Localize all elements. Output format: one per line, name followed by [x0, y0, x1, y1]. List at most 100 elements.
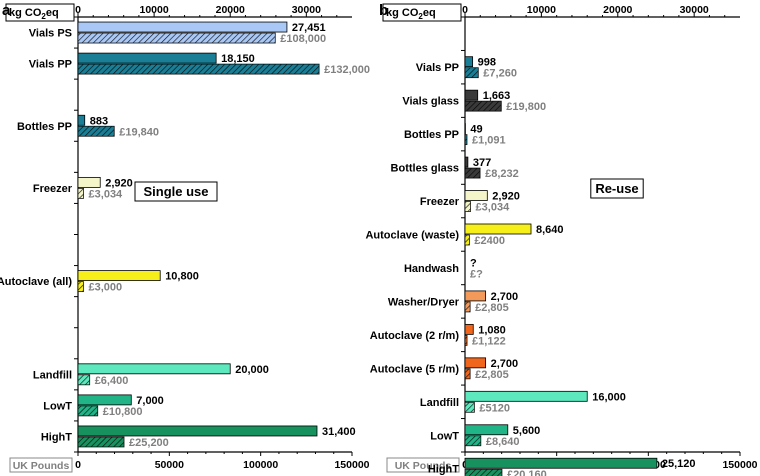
cost-bar-hatch-vials-glass — [464, 100, 502, 112]
category-label-vials-ps: Vials PS — [29, 28, 72, 40]
co2-value-label-freezer: 2,920 — [492, 191, 520, 203]
co2-value-label-vials-pp: 998 — [478, 57, 496, 69]
cost-value-label-bottles-pp: £19,840 — [119, 126, 159, 138]
panel-letter: b — [379, 2, 388, 19]
cost-value-label-autoclave-all: £3,000 — [88, 282, 122, 294]
cost-value-label-freezer: £3,034 — [476, 202, 511, 214]
cost-value-label-vials-pp: £7,260 — [483, 68, 517, 80]
cost-value-label-handwash: £? — [470, 268, 483, 280]
top-axis-tick-label: 30000 — [292, 4, 321, 16]
cost-bar-hatch-landfill — [464, 401, 475, 413]
category-label-vials-pp: Vials PP — [416, 62, 459, 74]
cost-bar-hatch-bottles-pp — [77, 125, 115, 137]
co2-value-label-bottles-glass: 377 — [473, 157, 491, 169]
cost-value-label-vials-pp: £132,000 — [324, 64, 370, 76]
co2-bar-bottles-pp — [77, 114, 86, 126]
category-label-lowt: LowT — [43, 400, 72, 412]
co2-bar-landfill — [77, 363, 231, 375]
co2-bar-bottles-glass — [464, 156, 469, 168]
cost-bar-hatch-landfill — [77, 374, 91, 386]
cost-bar-hatch-autoclave-waste — [464, 234, 470, 246]
cost-value-label-autoclave-2-r-m: £1,122 — [472, 335, 506, 347]
co2-value-label-autoclave-all: 10,800 — [165, 271, 199, 283]
co2-bar-vials-pp — [77, 52, 217, 64]
cost-value-label-lowt: £8,640 — [486, 436, 520, 448]
cost-value-label-washer-dryer: £2,805 — [475, 302, 509, 314]
panel-annotation-box — [590, 178, 644, 199]
category-label-vials-pp: Vials PP — [29, 59, 72, 71]
cost-value-label-autoclave-5-r-m: £2,805 — [475, 369, 509, 381]
co2-bar-landfill — [464, 390, 588, 402]
co2-bar-washer-dryer — [464, 290, 487, 302]
co2-value-label-autoclave-waste: 8,640 — [536, 224, 564, 236]
top-axis-label: kg CO2eq — [386, 7, 436, 21]
cost-bar-hatch-vials-ps — [77, 32, 276, 44]
co2-bar-autoclave-waste — [464, 223, 532, 235]
top-axis-tick-label: 0 — [75, 4, 81, 16]
cost-bar-hatch-washer-dryer — [464, 301, 471, 313]
cost-bar-hatch-hight — [464, 468, 503, 476]
category-label-vials-glass: Vials glass — [402, 96, 459, 108]
category-label-freezer: Freezer — [420, 196, 460, 208]
cost-bar-hatch-autoclave-5-r-m — [464, 368, 471, 380]
category-label-lowt: LowT — [430, 430, 459, 442]
panel-annotation: Single use — [143, 184, 208, 199]
co2-value-label-bottles-pp: 49 — [470, 124, 482, 136]
bottom-axis-tick-label: 50000 — [155, 459, 184, 471]
cost-bar-hatch-autoclave-2-r-m — [464, 334, 468, 346]
cost-value-label-vials-ps: £108,000 — [280, 33, 326, 45]
co2-bar-vials-glass — [464, 89, 479, 101]
category-label-bottles-glass: Bottles glass — [391, 163, 459, 175]
cost-value-label-vials-glass: £19,800 — [506, 101, 546, 113]
category-label-washer-dryer: Washer/Dryer — [388, 296, 460, 308]
bottom-axis-tick-label: 0 — [75, 459, 81, 471]
cost-bar-hatch-vials-pp — [464, 67, 479, 79]
co2-bar-autoclave-2-r-m — [464, 323, 474, 335]
top-axis-tick-label: 20000 — [216, 4, 245, 16]
co2-value-label-bottles-pp: 883 — [90, 115, 108, 127]
co2-value-label-autoclave-5-r-m: 2,700 — [491, 358, 519, 370]
cost-bar-hatch-bottles-pp — [464, 134, 468, 146]
cost-value-label-lowt: £10,800 — [103, 406, 143, 418]
category-label-autoclave-5-r-m: Autoclave (5 r/m) — [370, 363, 460, 375]
cost-bar-hatch-lowt — [77, 405, 99, 417]
cost-value-label-hight: £25,200 — [129, 437, 169, 449]
cost-value-label-freezer: £3,034 — [89, 188, 124, 200]
co2-bar-lowt — [77, 394, 132, 406]
top-axis-label: kg CO2eq — [9, 7, 59, 21]
co2-value-label-hight: 25,120 — [662, 458, 696, 470]
category-label-bottles-pp: Bottles PP — [17, 121, 72, 133]
bottom-axis-tick-label: 150000 — [722, 459, 757, 471]
co2-value-label-lowt: 5,600 — [513, 425, 541, 437]
cost-bar-hatch-bottles-glass — [464, 167, 481, 179]
category-label-bottles-pp: Bottles PP — [404, 129, 459, 141]
top-axis-label-box — [382, 3, 462, 22]
cost-value-label-bottles-pp: £1,091 — [472, 135, 506, 147]
category-label-hight: HighT — [41, 431, 72, 443]
co2-bar-vials-pp — [464, 56, 474, 68]
category-label-hight: HighT — [428, 464, 459, 476]
category-label-autoclave-waste: Autoclave (waste) — [365, 230, 459, 242]
bottom-axis-label: UK Pounds — [395, 460, 452, 472]
co2-bar-autoclave-5-r-m — [464, 357, 487, 369]
category-label-freezer: Freezer — [33, 183, 73, 195]
co2-value-label-washer-dryer: 2,700 — [491, 291, 519, 303]
cost-bar-hatch-hight — [77, 436, 125, 448]
top-axis-label-box — [5, 3, 75, 22]
top-axis-tick-label: 30000 — [680, 4, 709, 16]
category-label-landfill: Landfill — [33, 369, 72, 381]
bottom-axis-tick-label: 100000 — [243, 459, 278, 471]
cost-value-label-bottles-glass: £8,232 — [485, 168, 519, 180]
cost-bar-hatch-lowt — [464, 435, 482, 447]
co2-bar-hight — [77, 425, 318, 437]
bottom-axis-label-box — [9, 457, 73, 473]
co2-value-label-handwash: ? — [470, 257, 477, 269]
cost-value-label-landfill: £6,400 — [95, 375, 129, 387]
panel-annotation-box — [134, 181, 218, 202]
cost-bar-hatch-freezer — [464, 201, 471, 212]
co2-bar-hight — [464, 457, 658, 469]
co2-value-label-lowt: 7,000 — [136, 395, 164, 407]
